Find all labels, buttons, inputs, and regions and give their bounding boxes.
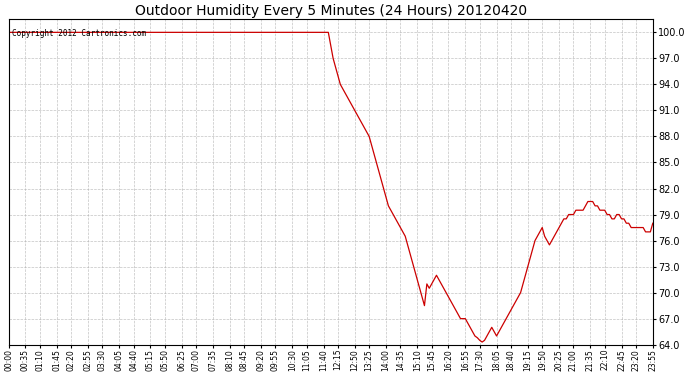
Text: Copyright 2012 Cartronics.com: Copyright 2012 Cartronics.com xyxy=(12,29,146,38)
Title: Outdoor Humidity Every 5 Minutes (24 Hours) 20120420: Outdoor Humidity Every 5 Minutes (24 Hou… xyxy=(135,4,526,18)
